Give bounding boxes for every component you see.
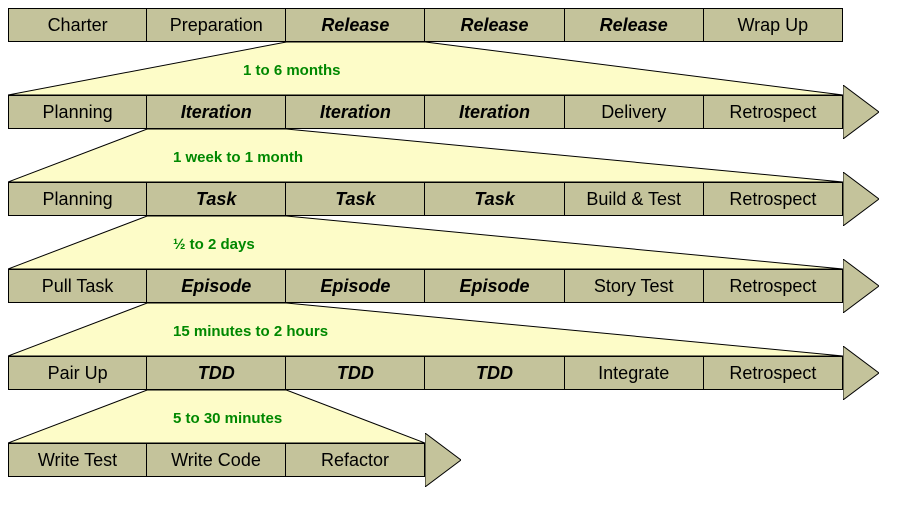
phase-cell: TDD [286,356,425,390]
row-cells: Pull TaskEpisodeEpisodeEpisodeStory Test… [8,269,843,303]
arrow-head-icon [843,85,879,139]
phase-cell: Retrospect [704,356,843,390]
phase-cell: Release [565,8,704,42]
row-cells: Pair UpTDDTDDTDDIntegrateRetrospect [8,356,843,390]
row-cells: PlanningIterationIterationIterationDeliv… [8,95,843,129]
phase-cell: Write Test [8,443,147,477]
timescale-row: Write TestWrite CodeRefactor [8,443,899,477]
row-cells: CharterPreparationReleaseReleaseReleaseW… [8,8,843,42]
phase-cell: Iteration [286,95,425,129]
phase-cell: Retrospect [704,182,843,216]
phase-cell: Pull Task [8,269,147,303]
zoom-connector [8,216,843,269]
arrow-head-icon [425,433,461,487]
phase-cell: Task [147,182,286,216]
arrow-head-icon [843,172,879,226]
phase-cell: Write Code [147,443,286,477]
phase-cell: Story Test [565,269,704,303]
phase-cell: Release [286,8,425,42]
zoom-connector [8,303,843,356]
arrow-head-icon [843,346,879,400]
phase-cell: Retrospect [704,269,843,303]
arrow-head-icon [843,259,879,313]
phase-cell: Episode [147,269,286,303]
phase-cell: Delivery [565,95,704,129]
duration-label: ½ to 2 days [173,236,255,253]
duration-label: 5 to 30 minutes [173,410,282,427]
phase-cell: Planning [8,95,147,129]
phase-cell: Retrospect [704,95,843,129]
phase-cell: Planning [8,182,147,216]
phase-cell: TDD [425,356,564,390]
phase-cell: Refactor [286,443,425,477]
row-cells: Write TestWrite CodeRefactor [8,443,425,477]
duration-label: 15 minutes to 2 hours [173,323,328,340]
phase-cell: Task [425,182,564,216]
row-cells: PlanningTaskTaskTaskBuild & TestRetrospe… [8,182,843,216]
phase-cell: TDD [147,356,286,390]
agile-timescale-diagram: 1 to 6 monthsCharterPreparationReleaseRe… [8,8,899,477]
timescale-row: 15 minutes to 2 hoursPull TaskEpisodeEpi… [8,269,899,303]
timescale-row: 5 to 30 minutesPair UpTDDTDDTDDIntegrate… [8,356,899,390]
duration-label: 1 to 6 months [243,62,341,79]
phase-cell: Episode [425,269,564,303]
duration-label: 1 week to 1 month [173,149,303,166]
phase-cell: Integrate [565,356,704,390]
phase-cell: Release [425,8,564,42]
phase-cell: Pair Up [8,356,147,390]
phase-cell: Wrap Up [704,8,843,42]
phase-cell: Build & Test [565,182,704,216]
timescale-row: ½ to 2 daysPlanningTaskTaskTaskBuild & T… [8,182,899,216]
phase-cell: Iteration [147,95,286,129]
timescale-row: 1 week to 1 monthPlanningIterationIterat… [8,95,899,129]
zoom-connector [8,129,843,182]
phase-cell: Charter [8,8,147,42]
phase-cell: Task [286,182,425,216]
phase-cell: Episode [286,269,425,303]
phase-cell: Preparation [147,8,286,42]
timescale-row: 1 to 6 monthsCharterPreparationReleaseRe… [8,8,899,42]
phase-cell: Iteration [425,95,564,129]
zoom-connector [8,42,843,95]
